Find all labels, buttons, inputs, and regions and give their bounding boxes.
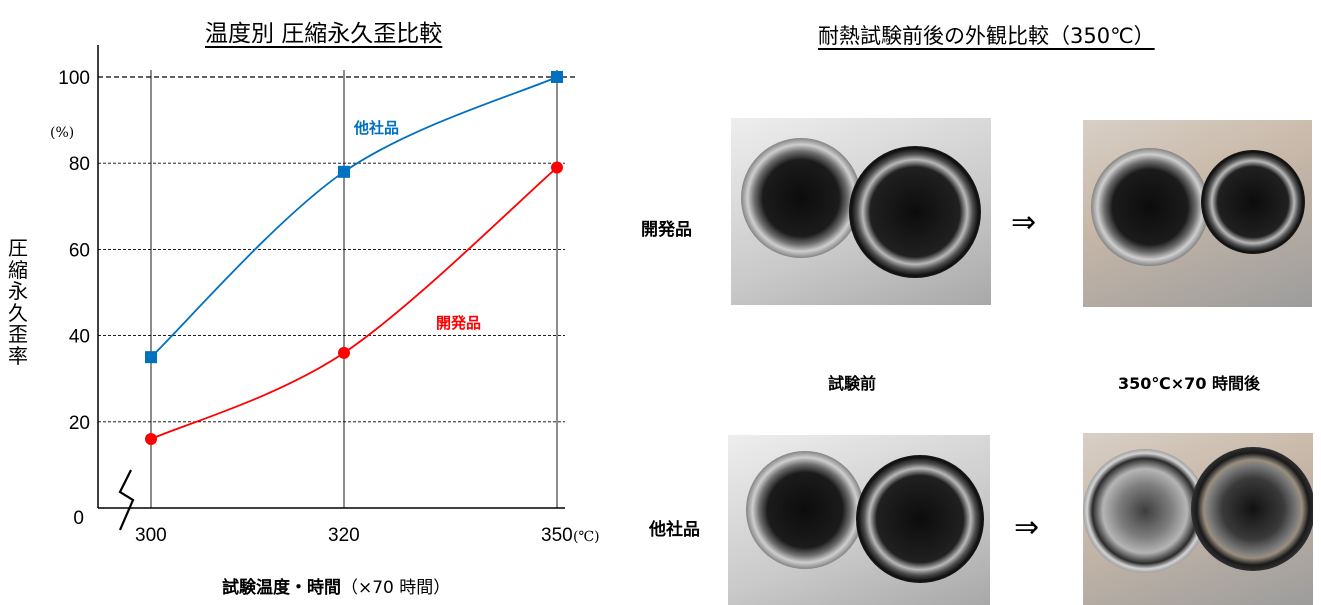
series-line: [150, 166, 558, 440]
x-tick-label: 320: [328, 525, 360, 546]
caption-after: 350℃×70 時間後: [1118, 374, 1261, 393]
arrow-icon: ⇒: [1014, 510, 1040, 545]
y-axis-label-char: 縮: [8, 257, 28, 282]
photo-developed-after: [1083, 120, 1312, 307]
x-tick-label: 350: [541, 525, 573, 546]
y-axis-label-char: 永: [8, 279, 28, 304]
data-point-square: [145, 351, 157, 364]
photo-comparison-title: 耐熱試験前後の外観比較（350℃）: [818, 24, 1155, 48]
y-axis-label-char: 歪: [8, 322, 28, 347]
data-point-square: [338, 165, 350, 178]
caption-before: 試験前: [828, 374, 877, 393]
y-axis-label-char: 久: [8, 300, 28, 325]
y-tick-label: 60: [69, 240, 90, 261]
rubber-seal: [1201, 150, 1305, 254]
chart-title: 温度別 圧縮永久歪比較: [205, 21, 443, 47]
series-label: 他社品: [353, 119, 399, 137]
metal-ferrule: [746, 451, 864, 569]
y-tick-label: 100: [58, 68, 90, 89]
arrow-icon: ⇒: [1011, 205, 1037, 240]
x-tick-label: 300: [135, 525, 167, 546]
rubber-seal: [856, 455, 984, 583]
data-point-circle: [551, 161, 563, 174]
photo-competitor-before: [728, 435, 990, 605]
x-unit-label: (℃): [573, 529, 600, 545]
rubber-seal: [849, 146, 981, 278]
row-label-competitor: 他社品: [649, 520, 700, 540]
y-axis-label-char: 圧: [8, 236, 28, 260]
metal-ferrule: [741, 138, 861, 258]
row-label-developed: 開発品: [641, 220, 692, 240]
y-unit-label: (%): [50, 125, 74, 141]
metal-ferrule: [1091, 148, 1209, 266]
x-axis-label-main: 試験温度・時間: [222, 578, 341, 598]
x-axis-label: 試験温度・時間（×70 時間）: [222, 573, 450, 598]
y-tick-label: 20: [69, 413, 90, 434]
axis-break-icon: [118, 469, 135, 531]
y-axis-label-char: 率: [8, 343, 28, 368]
metal-ferrule: [1083, 449, 1207, 573]
data-point-circle: [145, 433, 157, 446]
y-tick-label: 80: [69, 154, 90, 175]
y-tick-label: 0: [73, 508, 84, 529]
data-point-square: [551, 71, 563, 83]
photo-developed-before: [731, 118, 991, 305]
y-tick-label: 40: [69, 327, 90, 348]
series-label: 開発品: [436, 314, 481, 332]
photo-competitor-after: [1083, 433, 1313, 605]
data-point-circle: [338, 346, 350, 359]
damaged-rubber-seal: [1191, 447, 1313, 571]
x-axis-label-note: （×70 時間）: [341, 578, 451, 598]
y-axis-label: 圧 縮 永 久 歪 率: [6, 236, 30, 368]
